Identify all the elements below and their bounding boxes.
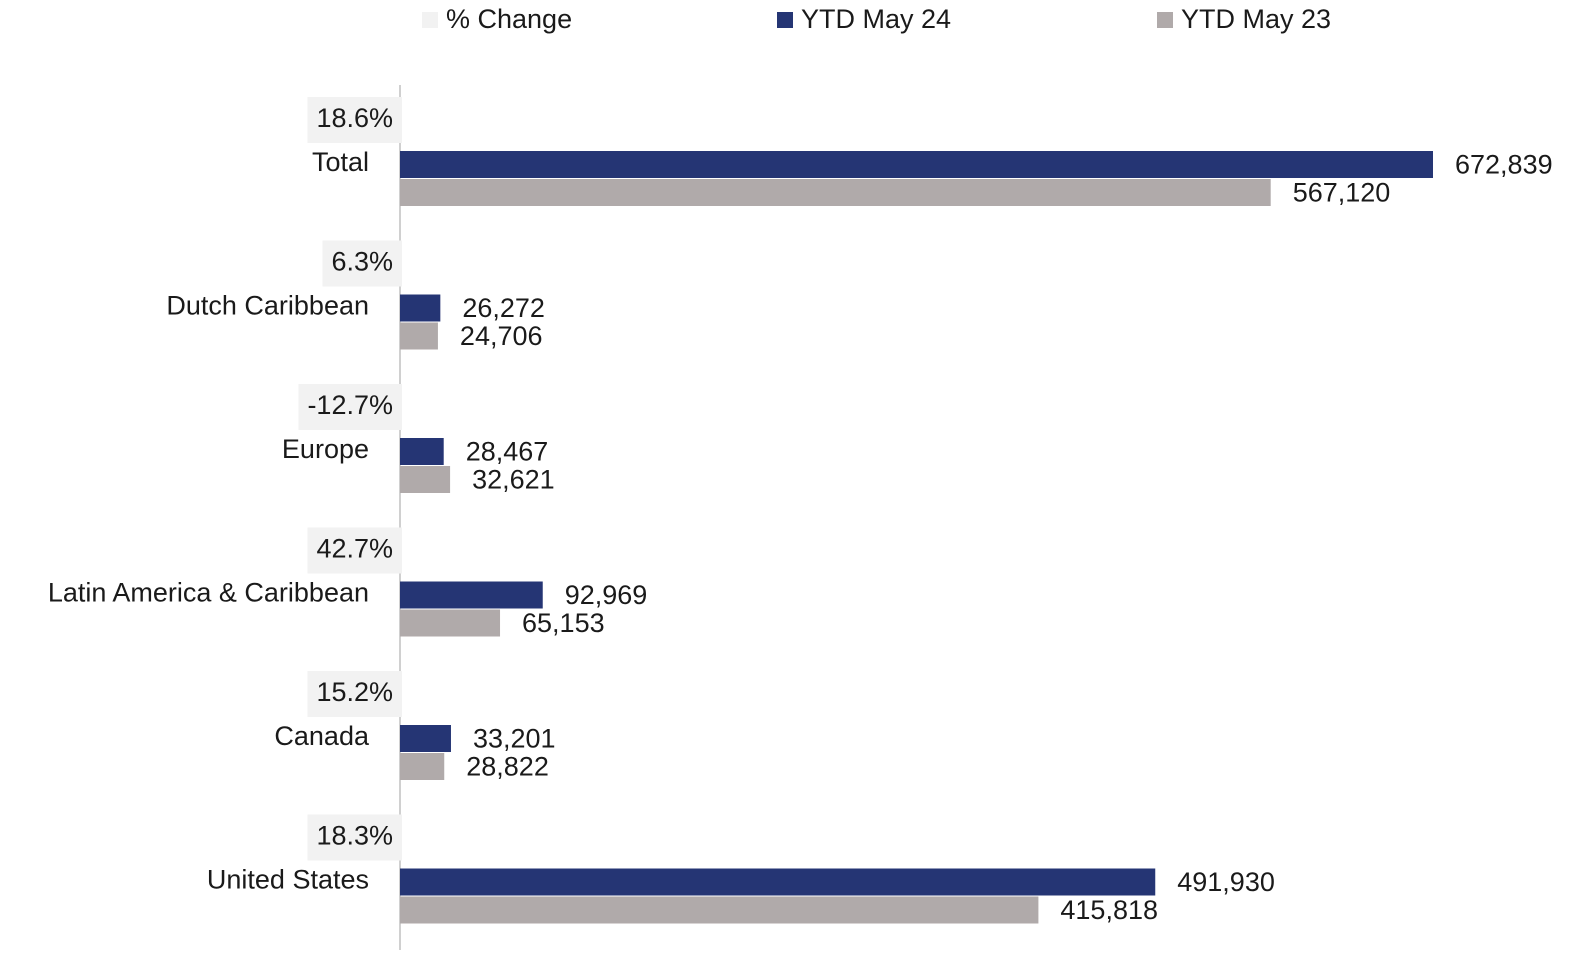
bar (400, 322, 438, 350)
value-label: 33,201 (473, 724, 556, 754)
bar (400, 725, 451, 752)
value-label: 92,969 (565, 580, 648, 610)
value-label: 28,822 (466, 752, 549, 782)
category-label: Total (312, 147, 369, 177)
change-value: 42.7% (316, 534, 393, 564)
value-label: 567,120 (1293, 178, 1391, 208)
change-value: 6.3% (331, 247, 393, 277)
bar (400, 151, 1433, 178)
category-label: United States (207, 865, 369, 895)
change-value: 18.6% (316, 103, 393, 133)
category-label: Dutch Caribbean (166, 291, 369, 321)
value-label: 672,839 (1455, 150, 1553, 180)
change-value: -12.7% (307, 390, 393, 420)
legend-label: YTD May 23 (1181, 4, 1331, 34)
legend-swatch (422, 12, 438, 28)
value-label: 26,272 (462, 293, 545, 323)
legend-swatch (777, 12, 793, 28)
change-value: 18.3% (316, 821, 393, 851)
bar (400, 438, 444, 465)
value-label: 65,153 (522, 608, 605, 638)
legend-label: % Change (446, 4, 572, 34)
bar (400, 294, 441, 322)
bar (400, 868, 1156, 896)
change-box (307, 671, 402, 717)
legend-label: YTD May 24 (801, 4, 951, 34)
bar (400, 466, 451, 493)
change-box (322, 240, 402, 287)
change-box (307, 814, 402, 861)
change-label: -12.7% (298, 384, 402, 430)
category-label: Latin America & Caribbean (48, 578, 369, 608)
change-box (307, 97, 402, 143)
category-label: Canada (274, 721, 370, 751)
change-label: 42.7% (307, 527, 402, 574)
change-label: 15.2% (307, 671, 402, 717)
change-label: 6.3% (322, 240, 402, 287)
change-value: 15.2% (316, 677, 393, 707)
legend-swatch (1157, 12, 1173, 28)
value-label: 24,706 (460, 321, 543, 351)
change-box (298, 384, 402, 430)
value-label: 415,818 (1060, 895, 1158, 925)
value-label: 32,621 (472, 465, 555, 495)
value-label: 28,467 (466, 437, 549, 467)
bar (400, 753, 445, 780)
bar (400, 581, 543, 609)
bar (400, 179, 1271, 206)
category-label: Europe (282, 434, 369, 464)
change-label: 18.3% (307, 814, 402, 861)
change-box (307, 527, 402, 574)
bar (400, 896, 1039, 924)
bar (400, 609, 501, 637)
change-label: 18.6% (307, 97, 402, 143)
value-label: 491,930 (1177, 867, 1275, 897)
